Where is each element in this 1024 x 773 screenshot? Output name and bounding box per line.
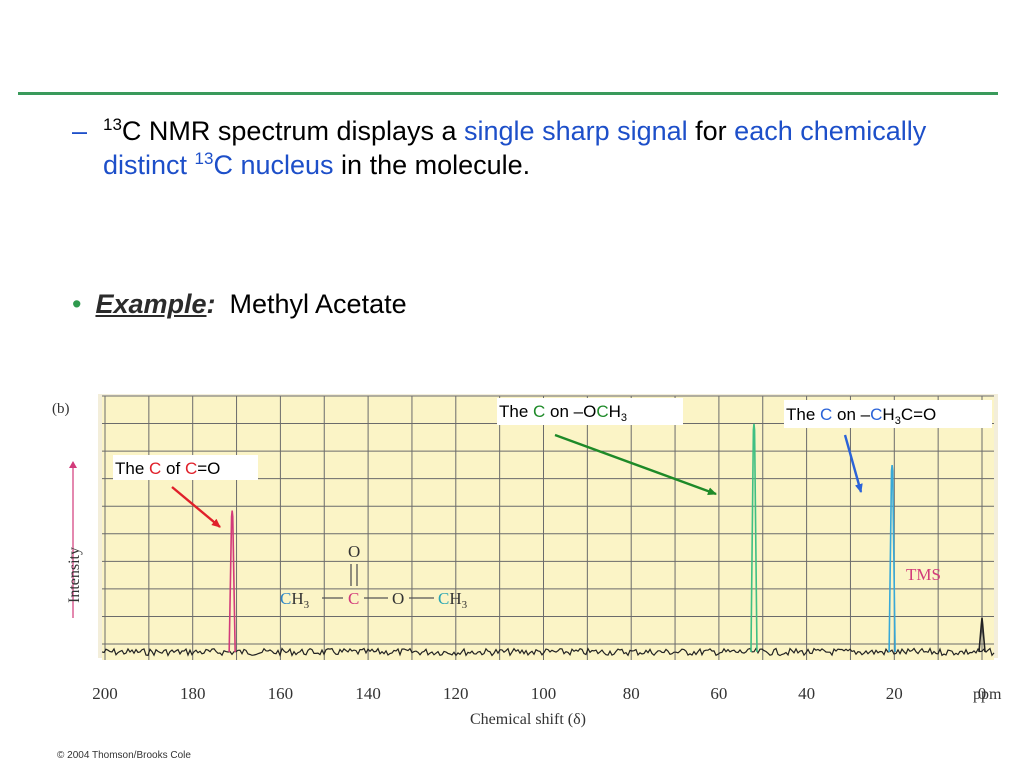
bullet-text-segment: 13 (103, 115, 122, 134)
annotation-carbonyl-arrow-icon (171, 486, 221, 528)
annotation-ch3c-box (784, 400, 992, 428)
x-tick-label: 200 (92, 684, 118, 703)
structure-carbonyl-carbon: C (348, 589, 359, 608)
example-label: Example (95, 289, 207, 319)
highlight-text: each chemically distinct (103, 116, 927, 180)
bullet-1-text: 13C NMR spectrum displays a single sharp… (103, 114, 1003, 182)
annotation-och3-arrow-icon (554, 433, 717, 496)
peaks-group (228, 423, 986, 653)
top-rule (18, 92, 998, 95)
x-tick-label: 140 (355, 684, 381, 703)
dot-bullet: • (72, 289, 82, 319)
x-tick-label: 100 (531, 684, 557, 703)
grid-lines (102, 395, 994, 660)
annotation-och3-text: The C on –OCH3 (499, 402, 627, 424)
x-tick-labels: 200 180 160 140 120 100 80 60 40 20 0 (92, 684, 986, 703)
annotation-carbonyl-box (113, 455, 258, 480)
peak-1 (750, 423, 758, 653)
example-value: Methyl Acetate (229, 289, 407, 319)
tms-label: TMS (906, 565, 941, 584)
x-tick-label: 120 (443, 684, 469, 703)
x-tick-label: 180 (180, 684, 206, 703)
copyright-text: © 2004 Thomson/Brooks Cole (57, 750, 191, 761)
annotation-ch3c-arrow-icon (843, 434, 863, 493)
structure-right-methyl: CH3 (438, 589, 468, 611)
x-axis-label: Chemical shift (δ) (470, 711, 586, 728)
annotation-ch3c: The C on –CH3C=O (784, 400, 992, 493)
x-tick-label: 40 (798, 684, 815, 703)
annotation-och3-box (497, 398, 683, 425)
example-colon: : (206, 289, 216, 319)
x-tick-label: 20 (886, 684, 903, 703)
panel-label: (b) (52, 401, 70, 417)
x-tick-label: 60 (710, 684, 727, 703)
bullet-text-segment: in the molecule. (333, 150, 531, 180)
dash-bullet: – (72, 116, 88, 146)
x-tick-label: 80 (623, 684, 640, 703)
baseline-noise-line (101, 647, 995, 657)
y-axis-label: Intensity (66, 547, 83, 603)
bullet-text-segment: for (687, 116, 735, 146)
peak-0 (228, 510, 236, 653)
nmr-spectrum-svg: (b) Intensity 200 180 160 140 120 100 80 60 40 20… (52, 394, 1002, 761)
structure-ester-oxygen: O (392, 589, 404, 608)
highlight-text: C nucleus (213, 150, 334, 180)
annotation-ch3c-text: The C on –CH3C=O (786, 405, 936, 427)
x-tick-label: 0 (978, 684, 987, 703)
plot-background (102, 396, 994, 660)
y-axis-label-group: Intensity (66, 461, 83, 618)
peak-3 (978, 617, 986, 653)
bullet-item-example: • Example: Methyl Acetate (72, 287, 407, 321)
annotation-carbonyl-text: The C of C=O (115, 459, 220, 478)
x-tick-label: 160 (268, 684, 294, 703)
x-unit-label: ppm (973, 686, 1002, 703)
highlight-text: single sharp signal (464, 116, 688, 146)
structure-top-oxygen: O (348, 542, 360, 561)
highlight-text: 13 (194, 149, 214, 168)
structure-left-methyl: CH3 (280, 589, 310, 611)
peak-2 (888, 464, 896, 653)
baseline-noise (101, 647, 995, 657)
annotation-carbonyl: The C of C=O (113, 455, 258, 528)
methyl-acetate-structure: O CH3 C O CH3 (280, 542, 468, 611)
bullet-text-segment: C NMR spectrum displays a (121, 116, 465, 146)
nmr-figure: (b) Intensity 200 180 160 140 120 100 80 60 40 20… (0, 362, 1024, 768)
annotation-och3: The C on –OCH3 (497, 398, 717, 496)
